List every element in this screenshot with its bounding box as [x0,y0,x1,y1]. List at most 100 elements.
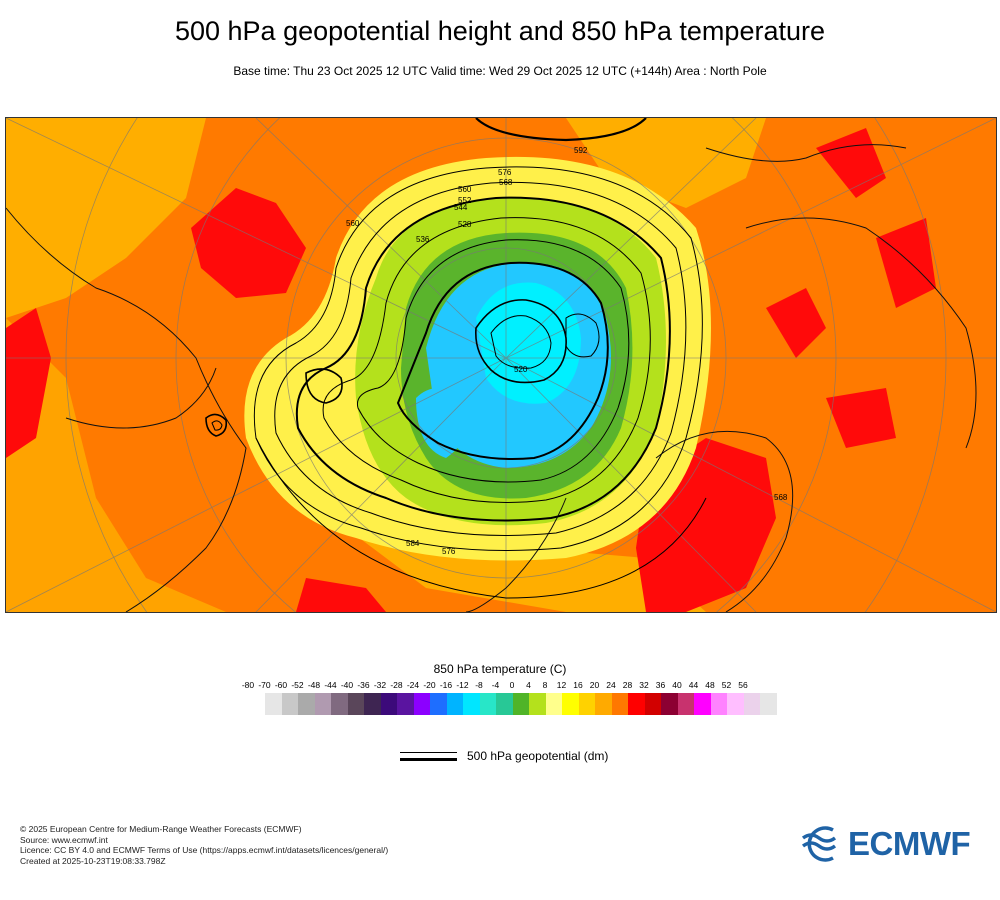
legend-tick-label: -80 [241,680,255,690]
legend-swatch [578,693,595,715]
mild-region [6,118,206,318]
legend-swatch [760,693,777,715]
legend-tick-label: -60 [274,680,288,690]
source-text: Source: www.ecmwf.int [20,834,108,845]
legend-tick-label: 12 [556,680,567,690]
credits: © 2025 European Centre for Medium-Range … [20,824,388,866]
temperature-legend-title: 850 hPa temperature (C) [433,662,567,676]
contour-label: 568 [499,178,513,187]
legend-swatch [413,693,430,715]
legend-tick-label: 52 [721,680,732,690]
legend-swatch [611,693,628,715]
legend-tick-label: 24 [606,680,616,690]
legend-swatch [694,693,711,715]
legend-swatch [710,693,727,715]
licence-text: Licence: CC BY 4.0 and ECMWF Terms of Us… [20,845,389,855]
hot-region [876,218,936,308]
contour-label: 576 [442,547,456,556]
legend-tick-label: 0 [509,680,515,690]
legend-tick-label: -24 [406,680,420,690]
legend-tick-label: -44 [324,680,337,690]
contour-label: 528 [458,220,472,229]
legend-swatch [644,693,661,715]
legend-swatch [397,693,414,715]
legend-swatch [496,693,513,715]
legend-tick-label: 56 [738,680,748,690]
legend-swatch [281,693,298,715]
legend-swatch [727,693,744,715]
contour-label: 568 [774,493,788,502]
legend-tick-label: -12 [456,680,469,690]
legend-swatch [512,693,529,715]
contour-label: 520 [514,365,528,374]
contour-label: 592 [574,146,588,155]
legend-swatch [298,693,315,715]
contour-label: 552 [458,196,472,205]
contour-label: 560 [458,185,472,194]
created-text: Created at 2025-10-23T19:08:33.798Z [20,855,166,866]
mild-region [6,318,226,612]
legend-swatch [463,693,480,715]
contour-label: 536 [416,235,430,244]
hot-region [826,388,896,448]
contour-label: 584 [406,539,420,548]
temperature-legend-ticks: -80 -70 -60 -52 -48 -44 -40 -36 -32 -28 -24 -20 -16-… [236,680,766,692]
legend-tick-label: -4 [491,680,500,690]
legend-swatch [743,693,760,715]
legend-swatch [446,693,463,715]
forecast-map[interactable]: 592 576 568 560 552 544 528 520 584 576 … [5,117,997,613]
legend-swatch [331,693,348,715]
legend-tick-label: -8 [475,680,483,690]
legend-swatch [347,693,364,715]
geopotential-contours [205,118,707,599]
legend-swatch [562,693,579,715]
legend-tick-label: 48 [705,680,715,690]
legend-tick-label: -70 [258,680,271,690]
legend-tick-label: -20 [423,680,436,690]
contour-label: 544 [454,203,468,212]
hot-region [816,128,886,198]
legend-swatch [314,693,331,715]
hot-region [766,288,826,358]
contour-label-group: 592 576 568 560 552 544 528 520 584 576 … [346,146,788,556]
legend-tick-label: -28 [390,680,403,690]
legend-swatch [479,693,496,715]
legend-swatch [677,693,694,715]
legend-tick-label: 4 [526,680,531,690]
legend-tick-label: -16 [439,680,453,690]
legend-tick-label: -40 [340,680,354,690]
legend-swatch [545,693,562,715]
graticule [6,118,996,612]
legend-tick-label: 28 [622,680,633,690]
legend-swatch [628,693,645,715]
ecmwf-logo-icon [801,826,837,862]
legend-swatch [380,693,397,715]
legend-tick-label: 8 [542,680,548,690]
hot-region [296,578,386,612]
logo-text: ECMWF [848,825,971,862]
contour-line-sample [400,751,457,761]
hot-region [191,188,306,298]
contour-label: 576 [498,168,512,177]
legend-tick-label: 44 [688,680,699,690]
hot-region [6,308,51,458]
legend-swatch [529,693,546,715]
page-subtitle: Base time: Thu 23 Oct 2025 12 UTC Valid … [233,64,767,78]
geopotential-legend-label: 500 hPa geopotential (dm) [467,749,609,763]
legend-tick-label: -48 [307,680,321,690]
temperature-legend-swatches [265,693,777,715]
legend-tick-label: 36 [655,680,666,690]
legend-tick-label: -32 [373,680,387,690]
map-svg: 592 576 568 560 552 544 528 520 584 576 … [6,118,996,612]
legend-swatch [595,693,612,715]
contour-label: 560 [346,219,360,228]
copyright-text: © 2025 European Centre for Medium-Range … [20,824,302,834]
legend-tick-label: 40 [672,680,682,690]
legend-tick-label: 32 [639,680,649,690]
legend-tick-label: -36 [357,680,370,690]
legend-tick-label: -52 [291,680,304,690]
coastlines [6,144,977,612]
legend-swatch [364,693,381,715]
legend-swatch [661,693,678,715]
legend-swatch [265,693,282,715]
